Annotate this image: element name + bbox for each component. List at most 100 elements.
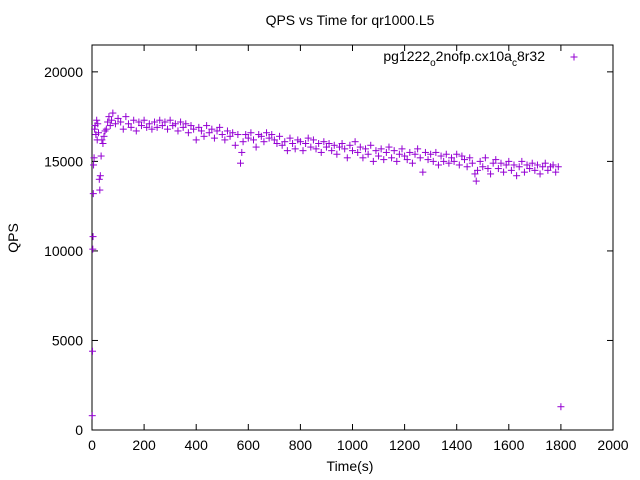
data-point: [315, 139, 323, 147]
data-point: [95, 175, 103, 183]
data-point: [95, 129, 103, 137]
legend-marker-slot: [570, 53, 578, 61]
data-point: [229, 129, 237, 137]
data-point: [177, 118, 185, 126]
data-point: [124, 120, 132, 128]
data-point: [89, 245, 97, 253]
data-point: [463, 163, 471, 171]
data-point: [333, 150, 341, 158]
data-point: [343, 154, 351, 162]
data-point: [359, 154, 367, 162]
data-point: [554, 163, 562, 171]
data-point: [89, 190, 97, 198]
x-tick-label: 2000: [597, 437, 628, 453]
data-point: [242, 131, 250, 139]
data-point: [122, 113, 130, 121]
data-point: [182, 120, 190, 128]
data-point: [309, 136, 317, 144]
x-tick-label: 1200: [389, 437, 420, 453]
data-point: [90, 161, 98, 169]
data-point: [531, 166, 539, 174]
legend: pg1222o2nofp.cx10ac8r32: [383, 48, 578, 69]
data-point: [557, 403, 565, 411]
data-point: [453, 150, 461, 158]
data-point: [108, 116, 116, 124]
data-point: [367, 141, 375, 149]
data-point: [132, 127, 140, 135]
x-tick-label: 1800: [545, 437, 576, 453]
data-point: [377, 145, 385, 153]
data-point: [278, 141, 286, 149]
data-point: [364, 150, 372, 158]
data-point: [406, 148, 414, 156]
y-tick-label: 0: [75, 422, 83, 438]
data-point: [515, 163, 523, 171]
data-point: [90, 154, 98, 162]
data-point: [497, 159, 505, 167]
scatter-points: [88, 109, 565, 420]
data-point: [520, 168, 528, 176]
data-point: [257, 132, 265, 140]
data-point: [505, 157, 513, 165]
data-point: [174, 127, 182, 135]
data-point: [226, 132, 234, 140]
data-point: [510, 161, 518, 169]
data-point: [385, 143, 393, 151]
data-point: [552, 168, 560, 176]
data-point: [447, 154, 455, 162]
x-tick-label: 0: [88, 437, 96, 453]
x-axis-ticks: 0 200 400 600 800 1000 1200 1400 1600 1800 2000: [88, 45, 629, 453]
data-point: [466, 154, 474, 162]
data-point: [140, 116, 148, 124]
data-point: [210, 134, 218, 142]
data-point: [411, 150, 419, 158]
data-point: [388, 154, 396, 162]
data-point: [281, 138, 289, 146]
data-point: [104, 118, 112, 126]
data-point: [205, 129, 213, 137]
data-point: [362, 145, 370, 153]
data-point: [408, 159, 416, 167]
data-point: [544, 166, 552, 174]
data-point: [231, 141, 239, 149]
data-point: [476, 157, 484, 165]
data-point: [356, 143, 364, 151]
data-point: [312, 145, 320, 153]
data-point: [98, 136, 106, 144]
data-point: [190, 125, 198, 133]
data-point: [403, 156, 411, 164]
y-tick-label: 5000: [52, 332, 83, 348]
data-point: [184, 129, 192, 137]
data-point: [221, 136, 229, 144]
data-point: [335, 143, 343, 151]
data-point: [96, 172, 104, 180]
data-point: [393, 157, 401, 165]
x-tick-label: 400: [185, 437, 209, 453]
data-point: [105, 113, 113, 121]
data-point: [539, 163, 547, 171]
data-point: [533, 161, 541, 169]
data-point: [244, 134, 252, 142]
legend-text-part: pg1222: [383, 48, 430, 64]
data-point: [472, 177, 480, 185]
data-point: [328, 147, 336, 155]
data-point: [461, 156, 469, 164]
data-point: [171, 120, 179, 128]
data-point: [234, 131, 242, 139]
data-point: [111, 120, 119, 128]
data-point: [93, 116, 101, 124]
data-point: [99, 139, 107, 147]
data-point: [200, 132, 208, 140]
data-point: [263, 129, 271, 137]
data-point: [148, 125, 156, 133]
data-point: [341, 145, 349, 153]
data-point: [322, 143, 330, 151]
data-point: [89, 347, 97, 355]
data-point: [398, 145, 406, 153]
x-tick-label: 800: [289, 437, 313, 453]
data-point: [291, 145, 299, 153]
data-point: [195, 123, 203, 131]
data-point: [289, 139, 297, 147]
data-point: [351, 138, 359, 146]
data-point: [375, 152, 383, 160]
